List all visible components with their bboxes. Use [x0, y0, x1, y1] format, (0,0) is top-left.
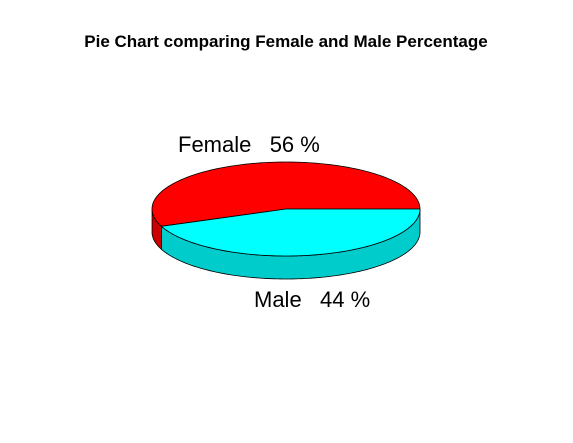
chart-title: Pie Chart comparing Female and Male Perc…	[84, 32, 487, 51]
slice-top-female	[151, 161, 421, 227]
slice-top-male	[160, 208, 421, 257]
slice-label-male: Male 44 %	[254, 287, 370, 312]
pie-top-layer	[151, 161, 421, 257]
slice-label-female: Female 56 %	[178, 132, 320, 157]
